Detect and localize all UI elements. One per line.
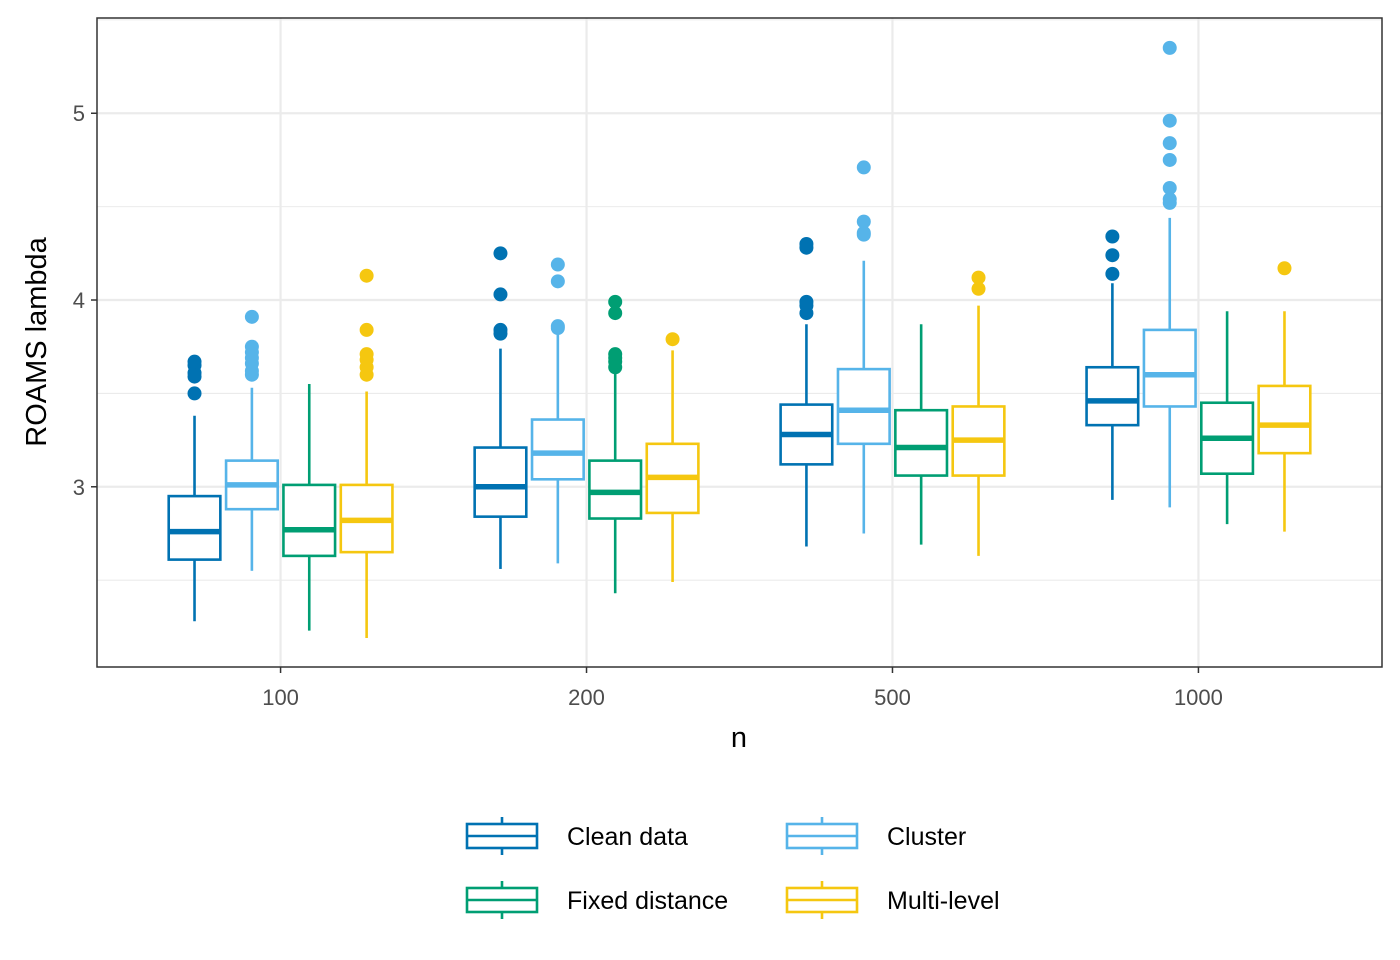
legend-item: Multi-level xyxy=(785,881,1000,919)
outlier-point xyxy=(244,309,259,324)
box-iqr xyxy=(167,494,222,561)
box-iqr xyxy=(1257,384,1312,455)
box xyxy=(473,246,528,569)
legend-item: Clean data xyxy=(465,817,688,855)
series-cluster xyxy=(224,40,1197,571)
legend-label: Multi-level xyxy=(887,887,1000,915)
box xyxy=(530,257,585,564)
outlier-point xyxy=(1162,152,1177,167)
outlier-point xyxy=(359,347,374,362)
legend-label: Fixed distance xyxy=(567,887,728,915)
outlier-point xyxy=(1105,266,1120,281)
outlier-point xyxy=(550,319,565,334)
x-tick-label: 100 xyxy=(262,685,299,710)
legend-label: Clean data xyxy=(567,823,688,851)
series-clean-data xyxy=(167,229,1140,622)
outlier-point xyxy=(1162,40,1177,55)
outlier-point xyxy=(856,214,871,229)
box xyxy=(1257,261,1312,532)
outlier-point xyxy=(493,287,508,302)
outlier-point xyxy=(244,339,259,354)
outlier-point xyxy=(493,246,508,261)
outlier-point xyxy=(550,257,565,272)
series-fixed-distance xyxy=(282,294,1255,631)
outlier-point xyxy=(1162,180,1177,195)
panel-border xyxy=(96,17,1383,668)
box-iqr xyxy=(588,459,643,520)
y-axis: 3 4 5 xyxy=(73,101,97,500)
y-tick-label: 3 xyxy=(73,475,85,500)
outlier-point xyxy=(971,270,986,285)
series-multi-level xyxy=(339,261,1312,639)
box-iqr xyxy=(1085,365,1140,427)
outlier-point xyxy=(493,322,508,337)
x-axis-title: n xyxy=(731,722,747,754)
outlier-point xyxy=(608,294,623,309)
y-axis-title: ROAMS lambda xyxy=(21,236,53,446)
box xyxy=(645,332,700,583)
box xyxy=(167,354,222,622)
box-iqr xyxy=(1142,328,1197,408)
box xyxy=(1199,311,1255,525)
legend-label: Cluster xyxy=(887,823,966,851)
outlier-point xyxy=(799,294,814,309)
outlier-point xyxy=(608,347,623,362)
box-series xyxy=(167,40,1312,639)
outlier-point xyxy=(608,306,623,321)
outlier-point xyxy=(187,354,202,369)
outlier-point xyxy=(856,160,871,175)
box-iqr xyxy=(894,408,949,477)
outlier-point xyxy=(799,236,814,251)
outlier-point xyxy=(1162,113,1177,128)
box xyxy=(779,236,834,547)
legend-item: Fixed distance xyxy=(465,881,728,919)
outlier-point xyxy=(856,225,871,240)
y-tick-label: 4 xyxy=(73,288,85,313)
box-iqr xyxy=(530,418,585,481)
box-iqr xyxy=(836,367,891,446)
box xyxy=(1142,40,1197,508)
x-tick-label: 500 xyxy=(874,685,911,710)
box xyxy=(894,324,949,545)
box xyxy=(588,294,643,594)
outlier-point xyxy=(187,386,202,401)
outlier-point xyxy=(1277,261,1292,276)
y-tick-label: 5 xyxy=(73,101,85,126)
box-iqr xyxy=(282,483,337,558)
box xyxy=(224,309,280,571)
x-tick-label: 1000 xyxy=(1174,685,1223,710)
x-tick-label: 200 xyxy=(568,685,605,710)
legend-item: Cluster xyxy=(785,817,966,855)
box xyxy=(1085,229,1140,500)
box xyxy=(282,384,337,631)
x-axis: 100 200 500 1000 xyxy=(262,667,1223,710)
outlier-point xyxy=(359,268,374,283)
box-iqr xyxy=(473,446,528,518)
outlier-point xyxy=(1162,136,1177,151)
outlier-point xyxy=(1105,229,1120,244)
outlier-point xyxy=(971,281,986,296)
box xyxy=(951,270,1006,556)
outlier-point xyxy=(1162,192,1177,207)
outlier-point xyxy=(1105,248,1120,263)
outlier-point xyxy=(550,274,565,289)
outlier-point xyxy=(359,322,374,337)
box xyxy=(836,160,891,534)
box xyxy=(339,268,394,639)
outlier-point xyxy=(665,332,680,347)
legend: Clean data Cluster Fixed distance Multi-lev… xyxy=(465,817,1000,919)
